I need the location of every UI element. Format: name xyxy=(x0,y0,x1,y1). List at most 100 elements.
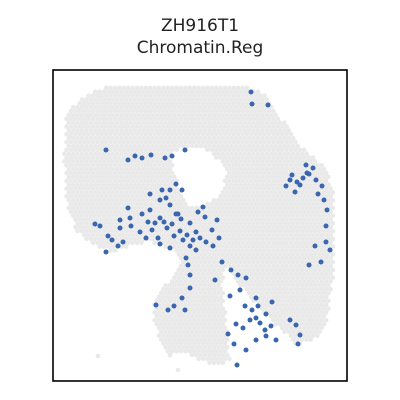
tissue-spot xyxy=(134,147,140,153)
tissue-spot xyxy=(134,85,140,91)
tissue-spot xyxy=(257,271,263,277)
tissue-spot xyxy=(297,201,303,207)
tissue-spot xyxy=(70,205,76,211)
highlighted-spot xyxy=(157,215,163,221)
tissue-spot xyxy=(191,302,197,308)
tissue-spot xyxy=(244,217,250,222)
tissue-spot xyxy=(99,108,105,114)
tissue-spot xyxy=(178,255,184,261)
tissue-spot xyxy=(218,294,223,300)
tissue-spot xyxy=(216,314,221,319)
tissue-spot xyxy=(242,128,248,133)
tissue-spot xyxy=(198,314,204,319)
tissue-spot xyxy=(75,182,80,187)
tissue-spot xyxy=(180,275,186,280)
tissue-spot xyxy=(95,116,100,122)
tissue-spot xyxy=(315,217,320,222)
tissue-spot xyxy=(238,159,243,164)
tissue-spot xyxy=(224,89,230,94)
tissue-spot xyxy=(271,147,276,153)
tissue-spot xyxy=(273,174,278,180)
tissue-spot xyxy=(136,221,142,226)
tissue-spot xyxy=(90,240,96,246)
tissue-spot xyxy=(108,248,113,253)
highlighted-spot xyxy=(242,303,248,309)
tissue-spot xyxy=(220,97,226,102)
tissue-spot xyxy=(290,228,296,234)
tissue-spot xyxy=(213,271,219,277)
tissue-spot xyxy=(128,120,133,125)
tissue-spot xyxy=(229,135,234,141)
tissue-spot xyxy=(216,298,221,304)
tissue-spot xyxy=(163,174,168,180)
tissue-spot xyxy=(251,151,256,156)
tissue-spot xyxy=(165,132,171,137)
tissue-spot xyxy=(244,124,250,129)
tissue-spot xyxy=(114,143,120,149)
tissue-spot xyxy=(207,345,212,350)
tissue-spot xyxy=(167,89,173,94)
tissue-spot xyxy=(185,298,190,304)
tissue-spot xyxy=(161,209,166,215)
tissue-spot xyxy=(95,170,100,176)
tissue-spot xyxy=(196,240,201,246)
tissue-spot xyxy=(249,132,254,137)
tissue-spot xyxy=(172,190,177,195)
tissue-spot xyxy=(233,252,239,257)
tissue-spot xyxy=(196,225,201,230)
tissue-spot xyxy=(273,143,278,149)
tissue-spot xyxy=(73,163,78,168)
tissue-spot xyxy=(299,190,305,195)
tissue-spot xyxy=(79,174,85,180)
tissue-spot xyxy=(163,345,168,350)
tissue-spot xyxy=(110,89,116,94)
tissue-spot xyxy=(167,352,173,358)
tissue-spot xyxy=(317,213,322,218)
tissue-spot xyxy=(286,314,292,319)
tissue-spot xyxy=(205,255,210,261)
tissue-spot xyxy=(123,143,129,149)
tissue-spot xyxy=(86,101,91,106)
tissue-spot xyxy=(154,205,160,211)
tissue-spot xyxy=(163,314,168,319)
tissue-spot xyxy=(304,236,309,242)
tissue-spot xyxy=(275,124,281,129)
tissue-spot xyxy=(213,116,219,122)
tissue-spot xyxy=(194,306,199,311)
tissue-spot xyxy=(130,240,135,246)
tissue-spot xyxy=(183,348,188,354)
tissue-spot xyxy=(231,124,237,129)
tissue-spot xyxy=(158,314,164,319)
tissue-spot xyxy=(330,213,336,218)
tissue-spot xyxy=(128,197,133,203)
tissue-spot xyxy=(92,236,98,242)
tissue-spot xyxy=(198,143,204,149)
tissue-spot xyxy=(315,201,320,207)
tissue-spot xyxy=(191,310,197,315)
tissue-spot xyxy=(328,263,333,269)
tissue-spot xyxy=(143,155,149,160)
tissue-spot xyxy=(275,132,281,137)
tissue-spot xyxy=(198,135,204,141)
tissue-spot xyxy=(227,225,232,230)
tissue-spot xyxy=(229,128,234,133)
highlighted-spot xyxy=(292,189,298,195)
tissue-spot xyxy=(229,97,234,102)
tissue-spot xyxy=(158,159,164,164)
tissue-spot xyxy=(178,93,184,98)
chart-title-line1: ZH916T1 xyxy=(160,16,240,36)
tissue-spot xyxy=(315,325,320,331)
tissue-spot xyxy=(220,197,226,203)
tissue-spot xyxy=(306,255,311,261)
tissue-spot xyxy=(224,213,230,218)
highlighted-spot xyxy=(147,191,153,197)
tissue-spot xyxy=(147,132,153,137)
tissue-spot xyxy=(174,147,179,153)
tissue-spot xyxy=(198,97,204,102)
tissue-spot xyxy=(253,217,259,222)
tissue-spot xyxy=(224,159,230,164)
tissue-spot xyxy=(242,252,248,257)
tissue-spot xyxy=(293,194,298,199)
tissue-spot xyxy=(288,294,294,300)
tissue-spot xyxy=(101,135,107,141)
